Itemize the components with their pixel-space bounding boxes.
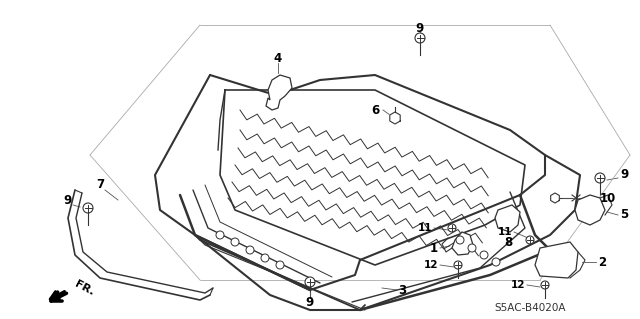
Text: 9: 9: [416, 21, 424, 34]
Text: 9: 9: [64, 194, 72, 206]
Circle shape: [231, 238, 239, 246]
Circle shape: [526, 236, 534, 244]
Circle shape: [507, 221, 513, 227]
Circle shape: [83, 203, 93, 213]
Text: 5: 5: [620, 209, 628, 221]
Circle shape: [504, 212, 510, 218]
Circle shape: [276, 261, 284, 269]
Text: 7: 7: [96, 179, 104, 191]
Circle shape: [415, 33, 425, 43]
Text: 4: 4: [274, 51, 282, 64]
Circle shape: [261, 254, 269, 262]
Circle shape: [541, 281, 549, 289]
Text: S5AC-B4020A: S5AC-B4020A: [494, 303, 566, 313]
Polygon shape: [535, 242, 578, 278]
Circle shape: [448, 224, 456, 232]
Text: 12: 12: [511, 280, 525, 290]
Circle shape: [456, 236, 464, 244]
Circle shape: [246, 246, 254, 254]
Text: 11: 11: [497, 227, 512, 237]
Text: 9: 9: [306, 295, 314, 308]
Circle shape: [305, 277, 315, 287]
Text: 11: 11: [417, 223, 432, 233]
Text: 8: 8: [504, 235, 512, 249]
Polygon shape: [495, 205, 520, 232]
Circle shape: [454, 261, 462, 269]
Polygon shape: [390, 112, 400, 124]
Text: 10: 10: [600, 191, 616, 204]
Circle shape: [595, 173, 605, 183]
Text: 2: 2: [598, 256, 606, 269]
Polygon shape: [575, 195, 605, 225]
Circle shape: [480, 251, 488, 259]
Text: 1: 1: [430, 241, 438, 255]
Text: 6: 6: [372, 103, 380, 116]
Circle shape: [468, 244, 476, 252]
Text: FR.: FR.: [73, 279, 96, 297]
Circle shape: [216, 231, 224, 239]
Text: 3: 3: [398, 284, 406, 296]
Text: 12: 12: [424, 260, 438, 270]
Text: 9: 9: [620, 168, 628, 182]
Polygon shape: [550, 193, 559, 203]
Polygon shape: [266, 75, 292, 110]
Circle shape: [492, 258, 500, 266]
Polygon shape: [452, 232, 473, 255]
